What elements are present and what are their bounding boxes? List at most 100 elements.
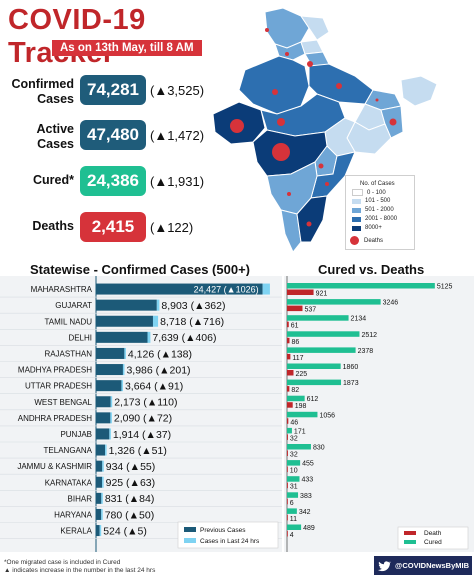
bar-last-24hrs <box>152 315 159 327</box>
legend-swatch-previous <box>184 527 196 532</box>
death-value-label: 82 <box>291 387 299 394</box>
state-tick-label: DELHI <box>68 333 92 342</box>
bar-previous-cases <box>96 412 111 424</box>
bar-death <box>287 305 303 312</box>
charts-svg: MAHARASHTRA 24,427 (▲1026) GUJARAT 8,903 (▲… <box>0 276 474 552</box>
legend-label: Deaths <box>364 237 384 244</box>
state-tick-label: GUJARAT <box>55 301 92 310</box>
bar-cured <box>287 476 300 482</box>
death-bubble-wb <box>389 118 397 126</box>
bar-previous-cases <box>96 428 110 440</box>
state-tick-label: MAHARASHTRA <box>31 285 93 294</box>
state-tick-label: MADHYA PRADESH <box>18 366 92 375</box>
cured-value: 24,386 <box>80 166 146 196</box>
data-label: 2,173 (▲110) <box>114 397 177 409</box>
bar-death <box>287 402 293 408</box>
bar-cured <box>287 444 311 450</box>
footnote-migrated: *One migrated case is included in Cured <box>4 559 121 566</box>
cured-value-label: 5125 <box>437 284 453 291</box>
legend-swatch <box>352 198 361 204</box>
state-tick-label: PUNJAB <box>60 430 92 439</box>
bar-cured <box>287 283 435 289</box>
bar-previous-cases <box>96 508 102 520</box>
state-tick-label: ANDHRA PRADESH <box>18 414 92 423</box>
death-value-label: 61 <box>291 323 299 330</box>
bar-cured <box>287 427 292 434</box>
bar-cured <box>287 331 360 337</box>
data-label: 24,427 (▲1026) <box>194 285 259 295</box>
bar-last-24hrs <box>101 492 103 504</box>
bar-previous-cases <box>96 315 153 327</box>
legend-swatch-cured <box>404 540 416 544</box>
confirmed-value: 74,281 <box>80 75 146 105</box>
bar-last-24hrs <box>105 444 107 456</box>
legend-item: 501 - 2000 <box>352 207 394 213</box>
bar-death <box>287 498 288 505</box>
twitter-icon <box>377 560 391 571</box>
bar-last-24hrs <box>110 396 113 408</box>
bar-death <box>287 418 289 424</box>
bar-death <box>287 466 288 473</box>
legend-item: 0 - 100 <box>352 189 386 196</box>
bar-death <box>287 531 288 537</box>
bar-death <box>287 337 290 344</box>
confirmed-label: Confirmed Cases <box>11 77 75 106</box>
bar-cured <box>287 395 305 402</box>
bar-cured <box>287 347 356 353</box>
legend-label-cured: Cured <box>424 539 442 546</box>
data-label: 1,914 (▲37) <box>113 429 171 441</box>
state-tick-label: JAMMU & KASHMIR <box>17 462 92 471</box>
data-label: 1,326 (▲51) <box>109 445 167 457</box>
state-tick-label: HARYANA <box>54 510 93 519</box>
map-region-rajasthan <box>238 55 310 115</box>
bar-death <box>287 450 288 456</box>
death-value-label: 11 <box>290 516 297 523</box>
death-bubble-tn <box>306 221 312 227</box>
death-value-label: 225 <box>295 371 307 378</box>
bar-cured <box>287 363 341 369</box>
death-value-label: 537 <box>304 307 316 314</box>
death-value-label: 6 <box>290 500 294 507</box>
bar-last-24hrs <box>262 283 270 295</box>
bar-last-24hrs <box>102 460 104 472</box>
map-region-ladakh <box>300 15 330 41</box>
bar-previous-cases <box>96 331 148 343</box>
bar-previous-cases <box>96 299 157 311</box>
bar-previous-cases <box>96 525 100 537</box>
cured-value-label: 433 <box>301 477 313 484</box>
active-label: Active Cases <box>36 122 74 151</box>
legend-swatch <box>352 207 361 213</box>
death-bubble-rajasthan <box>272 89 278 95</box>
state-tick-label: WEST BENGAL <box>34 398 92 407</box>
deaths-value: 2,415 <box>80 212 146 242</box>
death-bubble-punjab <box>285 52 289 56</box>
cured-value-label: 1873 <box>343 380 359 387</box>
deaths-label: Deaths <box>32 219 74 233</box>
data-label: 2,090 (▲72) <box>114 413 172 425</box>
bar-cured <box>287 524 302 530</box>
bar-death <box>287 482 288 489</box>
death-value-label: 4 <box>290 532 294 539</box>
map-region-kerala <box>280 209 302 253</box>
statewise-title: Statewise - Confirmed Cases (500+) <box>30 262 250 277</box>
death-value-label: 32 <box>290 435 298 442</box>
death-value-label: 921 <box>316 291 328 298</box>
death-bubble-ap <box>325 182 329 186</box>
bar-last-24hrs <box>109 428 111 440</box>
credit-handle: @COVIDNewsByMIB <box>395 561 469 570</box>
map-legend: No. of Cases 0 - 100 101 - 500 501 - 200… <box>345 175 415 250</box>
confirmed-delta: (▲3,525) <box>150 83 205 98</box>
legend-title: No. of Cases <box>360 181 395 187</box>
cured-value-label: 612 <box>307 396 319 403</box>
state-tick-label: TELANGANA <box>44 446 93 455</box>
legend-label-last24: Cases in Last 24 hrs <box>200 538 260 545</box>
bar-cured <box>287 508 297 514</box>
bar-last-24hrs <box>147 331 151 343</box>
death-bubble-gujarat <box>230 119 244 133</box>
bar-death <box>287 321 289 328</box>
death-value-label: 32 <box>290 452 298 459</box>
bar-death <box>287 370 294 376</box>
state-tick-label: TAMIL NADU <box>44 317 92 326</box>
legend-swatch <box>352 216 361 222</box>
data-label: 8,718 (▲716) <box>160 316 224 328</box>
